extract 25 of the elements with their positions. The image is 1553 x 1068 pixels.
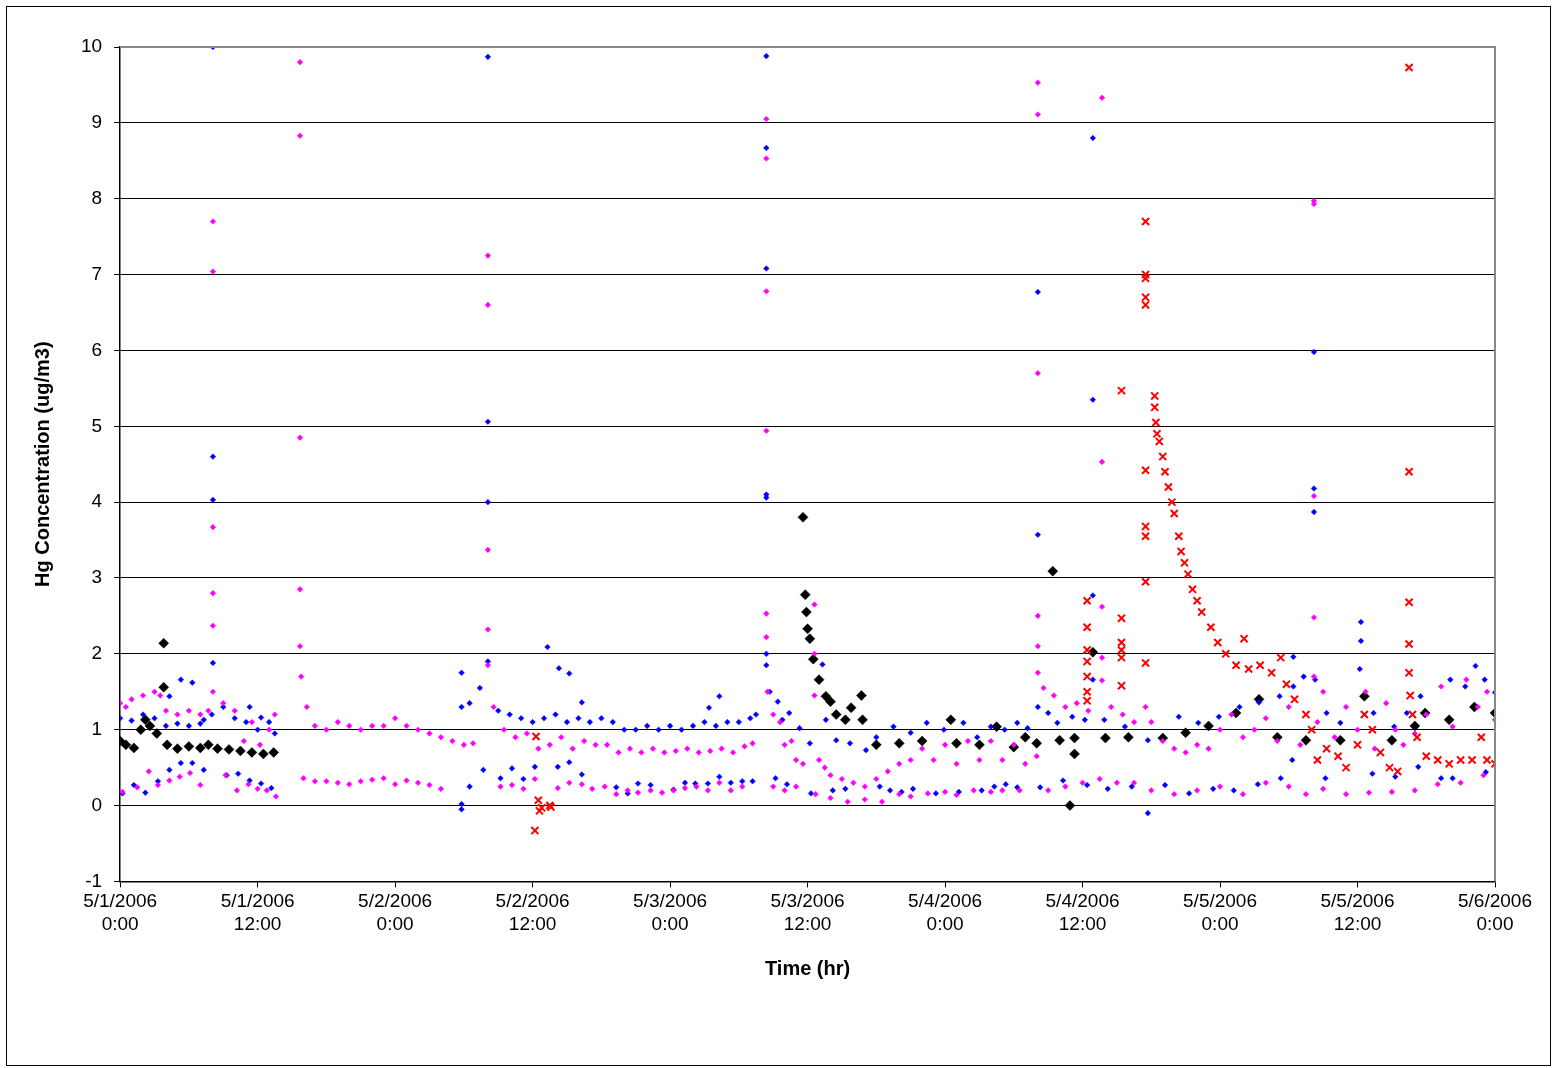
y-tick-label: 2 xyxy=(91,642,103,664)
x-axis-title: Time (hr) xyxy=(764,956,851,979)
x-tick-label: 5/1/2006 12:00 xyxy=(220,890,295,934)
x-tick-label: 5/5/2006 12:00 xyxy=(1320,890,1395,934)
y-tick-label: 9 xyxy=(91,111,103,133)
x-tick-label: 5/3/2006 12:00 xyxy=(770,890,845,934)
y-tick-label: -1 xyxy=(85,869,103,891)
x-tick-label: 5/4/2006 0:00 xyxy=(908,890,983,934)
y-tick-label: 5 xyxy=(91,414,103,436)
y-tick-label: 8 xyxy=(91,186,103,208)
y-tick-label: 10 xyxy=(80,35,103,57)
x-tick-label: 5/2/2006 12:00 xyxy=(495,890,570,934)
x-tick-label: 5/3/2006 0:00 xyxy=(633,890,708,934)
y-axis-title: Hg Concentration (ug/m3) xyxy=(30,341,53,587)
y-tick-label: 3 xyxy=(91,566,103,588)
y-tick-label: 0 xyxy=(91,793,103,815)
x-tick-label: 5/6/2006 0:00 xyxy=(1458,890,1532,934)
y-tick-label: 4 xyxy=(91,490,103,512)
y-tick-label: 6 xyxy=(91,338,103,360)
y-tick-label: 7 xyxy=(91,262,103,284)
x-tick-label: 5/2/2006 0:00 xyxy=(358,890,433,934)
x-tick-label: 5/5/2006 0:00 xyxy=(1183,890,1258,934)
x-tick-label: 5/1/2006 0:00 xyxy=(83,890,158,934)
y-tick-label: 1 xyxy=(91,717,103,739)
x-tick-label: 5/4/2006 12:00 xyxy=(1045,890,1120,934)
